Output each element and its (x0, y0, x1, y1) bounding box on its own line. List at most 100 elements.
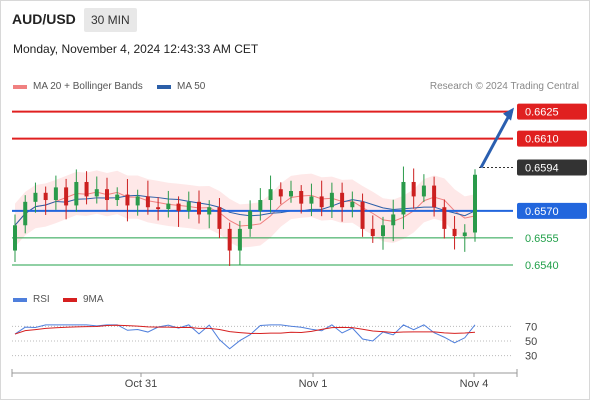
forecast-arrow-shaft (479, 114, 511, 169)
candle-body (125, 194, 130, 206)
chart-datetime: Monday, November 4, 2024 12:43:33 AM CET (13, 42, 259, 56)
candle (145, 180, 150, 215)
level-tag-label: 0.6625 (525, 107, 559, 119)
candle-body (23, 201, 28, 226)
level-tag-current: 0.6594 (517, 159, 587, 176)
candle (370, 215, 375, 243)
rsi-label: RSI (33, 294, 50, 305)
candle-body (74, 181, 79, 206)
legend-ma50: MA 50 (157, 81, 205, 92)
candle-body (268, 189, 273, 201)
candle (309, 183, 314, 217)
candle-body (13, 225, 17, 251)
candle (299, 185, 304, 214)
x-tick-label: Nov 1 (299, 378, 328, 390)
candle-body (442, 207, 447, 229)
candle-body (319, 196, 324, 208)
candle (94, 176, 99, 204)
candle (289, 180, 293, 203)
candle (197, 190, 201, 224)
level-tag-bg (517, 159, 587, 176)
candle (84, 171, 89, 205)
candle (135, 189, 140, 216)
candle-body (452, 228, 457, 237)
candle-body (278, 189, 283, 197)
candle-body (135, 196, 140, 206)
ma50-label: MA 50 (177, 81, 206, 92)
candle-body (145, 196, 150, 208)
candle-body (207, 207, 212, 215)
candle-body (473, 174, 477, 233)
candle (268, 175, 273, 213)
candle (186, 191, 191, 219)
candle-body (105, 189, 109, 201)
candle-body (299, 191, 304, 204)
candle (156, 197, 161, 221)
symbol-title: AUD/USD (12, 11, 76, 27)
candle (340, 182, 345, 222)
candle (207, 200, 212, 229)
candle (125, 179, 130, 222)
ma20-label: MA 20 + Bollinger Bands (33, 81, 143, 92)
candle-body (432, 185, 437, 208)
rsi-tick-label: 30 (525, 351, 537, 363)
ma20-line (14, 191, 476, 227)
candle-body (156, 207, 161, 210)
candle-body (53, 187, 58, 201)
rsi-swatch (13, 297, 27, 302)
candle-body (258, 200, 263, 211)
level-tag-support: 0.6555 (525, 233, 559, 245)
candle (64, 178, 69, 220)
candle-body (370, 228, 375, 237)
candle-body (186, 201, 191, 211)
level-tag-support: 0.6540 (525, 260, 559, 272)
level-tag-bg (517, 130, 587, 147)
candle (43, 186, 48, 215)
candle-body (33, 192, 38, 202)
candle-body (381, 225, 385, 237)
candle-body (217, 207, 222, 229)
x-tick-label: Nov 4 (460, 378, 489, 390)
candle (248, 200, 253, 237)
candle-body (227, 228, 232, 251)
candle (421, 174, 426, 203)
legend-rsi: RSI (13, 294, 50, 305)
candle (462, 224, 467, 252)
ma50-line (14, 194, 476, 226)
candle (237, 220, 242, 266)
candle-body (350, 201, 355, 208)
candle (23, 195, 28, 234)
level-tag-bg (517, 202, 587, 219)
candle-body (115, 194, 120, 201)
candle (176, 196, 181, 227)
rsi-9ma-line (14, 324, 476, 335)
bollinger-band (15, 170, 475, 248)
candle-body (237, 228, 242, 251)
chart-header: AUD/USD 30 MIN (1, 1, 590, 39)
rsi-tick-label: 70 (525, 321, 537, 333)
candle (53, 175, 58, 210)
candle (360, 193, 365, 237)
candle-body (248, 210, 253, 229)
candle (74, 169, 79, 212)
candle (329, 182, 334, 219)
ma20-swatch (13, 84, 27, 89)
level-tag-resistance: 0.6610 (517, 130, 587, 147)
candle-body (64, 187, 69, 206)
candle-body (329, 192, 334, 208)
candle-body (289, 191, 293, 197)
candle (319, 180, 324, 217)
rsi-tick-label: 50 (525, 336, 537, 348)
candle (227, 222, 232, 266)
candle (432, 176, 437, 217)
candle (258, 188, 263, 221)
level-tag-label: 0.6610 (525, 134, 559, 146)
ma50-swatch (157, 84, 171, 89)
candle-body (309, 196, 314, 204)
level-tag-label: 0.6555 (525, 233, 559, 245)
candle (473, 169, 477, 242)
candle-body (391, 214, 396, 226)
forecast-arrow-head (503, 107, 514, 121)
timeframe-badge[interactable]: 30 MIN (84, 8, 137, 32)
